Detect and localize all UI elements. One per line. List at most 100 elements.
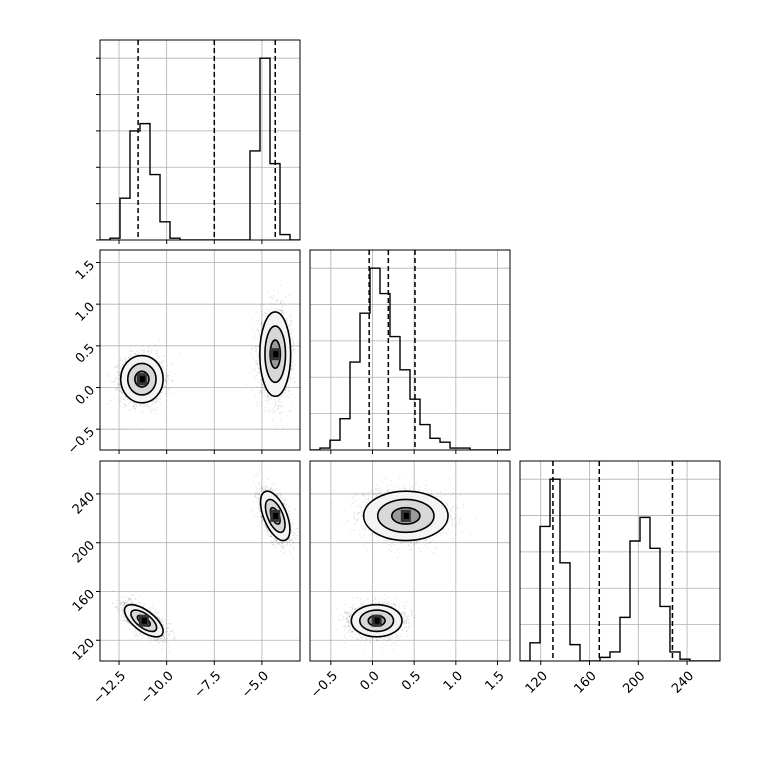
scatter-point (152, 400, 155, 402)
scatter-point (276, 300, 279, 302)
scatter-point (257, 381, 259, 384)
scatter-point (150, 412, 153, 414)
scatter-point (287, 299, 289, 302)
scatter-point (124, 404, 127, 406)
scatter-point (257, 366, 259, 369)
scatter-point (281, 418, 283, 420)
scatter-point (134, 408, 137, 410)
scatter-point (273, 297, 275, 299)
scatter-point (259, 305, 262, 307)
scatter-point (282, 313, 285, 315)
scatter-point (291, 368, 293, 370)
scatter-point (277, 399, 280, 401)
scatter-point (288, 294, 290, 296)
scatter-point (289, 314, 292, 316)
scatter-point (156, 407, 158, 409)
scatter-point (257, 330, 260, 332)
scatter-point (271, 409, 273, 412)
scatter-point (149, 409, 151, 411)
scatter-point (154, 402, 157, 404)
scatter-point (258, 371, 260, 374)
scatter-point (119, 400, 121, 402)
scatter-point (297, 341, 299, 344)
scatter-point (266, 313, 268, 315)
scatter-point (119, 619, 122, 621)
scatter-point (121, 393, 123, 395)
scatter-point (281, 300, 283, 302)
scatter-point (157, 355, 159, 358)
scatter-point (277, 400, 279, 402)
scatter-point (130, 350, 132, 352)
scatter-point (255, 364, 257, 366)
scatter-point (125, 404, 127, 407)
scatter-point (128, 357, 130, 359)
scatter-point (114, 365, 116, 367)
scatter-point (161, 621, 163, 623)
scatter-point (257, 371, 260, 374)
scatter-point (121, 391, 124, 393)
scatter-point (118, 383, 121, 385)
scatter-point (165, 374, 167, 376)
scatter-point (266, 395, 269, 398)
scatter-point (274, 309, 277, 312)
scatter-point (288, 381, 291, 383)
scatter-point (266, 398, 269, 400)
scatter-point (151, 404, 153, 407)
scatter-point (149, 352, 151, 355)
scatter-point (287, 325, 290, 327)
scatter-point (287, 384, 290, 386)
scatter-point (264, 389, 266, 391)
scatter-point (274, 404, 277, 407)
scatter-point (135, 403, 138, 405)
scatter-point (268, 408, 270, 411)
scatter-point (162, 360, 165, 362)
scatter-point (162, 617, 164, 619)
scatter-point (133, 405, 135, 407)
scatter-point (164, 386, 167, 388)
scatter-point (263, 395, 266, 398)
scatter-point (291, 331, 293, 333)
scatter-point (117, 383, 119, 385)
scatter-point (255, 345, 257, 348)
scatter-point (266, 396, 269, 398)
scatter-point (154, 401, 156, 403)
scatter-point (135, 354, 138, 356)
scatter-point (155, 413, 157, 415)
scatter-point (116, 386, 119, 389)
scatter-point (275, 300, 278, 302)
scatter-point (286, 415, 289, 417)
scatter-point (162, 387, 164, 390)
scatter-point (165, 379, 167, 382)
scatter-point (292, 343, 295, 345)
scatter-point (288, 385, 291, 388)
scatter-point (284, 389, 287, 391)
scatter-point (160, 392, 162, 395)
scatter-point (264, 315, 266, 318)
scatter-point (249, 372, 251, 375)
scatter-point (256, 363, 259, 365)
scatter-point (150, 350, 152, 352)
scatter-point (293, 368, 295, 370)
scatter-point (280, 284, 282, 287)
scatter-point (254, 347, 256, 349)
scatter-point (255, 311, 257, 313)
scatter-point (159, 618, 161, 621)
scatter-point (267, 290, 270, 293)
scatter-point (274, 401, 277, 404)
scatter-point (283, 301, 285, 304)
panel-frame (99, 249, 301, 451)
scatter-point (292, 342, 295, 345)
scatter-point (258, 332, 260, 335)
scatter-point (276, 299, 278, 301)
scatter-point (156, 359, 158, 361)
scatter-point (156, 355, 158, 357)
scatter-point (160, 361, 162, 363)
scatter-point (121, 391, 123, 394)
scatter-point (256, 363, 259, 366)
scatter-point (289, 409, 292, 412)
scatter-point (273, 411, 276, 414)
scatter-point (168, 388, 170, 390)
scatter-point (161, 391, 163, 393)
scatter-point (131, 350, 133, 353)
scatter-point (157, 401, 159, 403)
